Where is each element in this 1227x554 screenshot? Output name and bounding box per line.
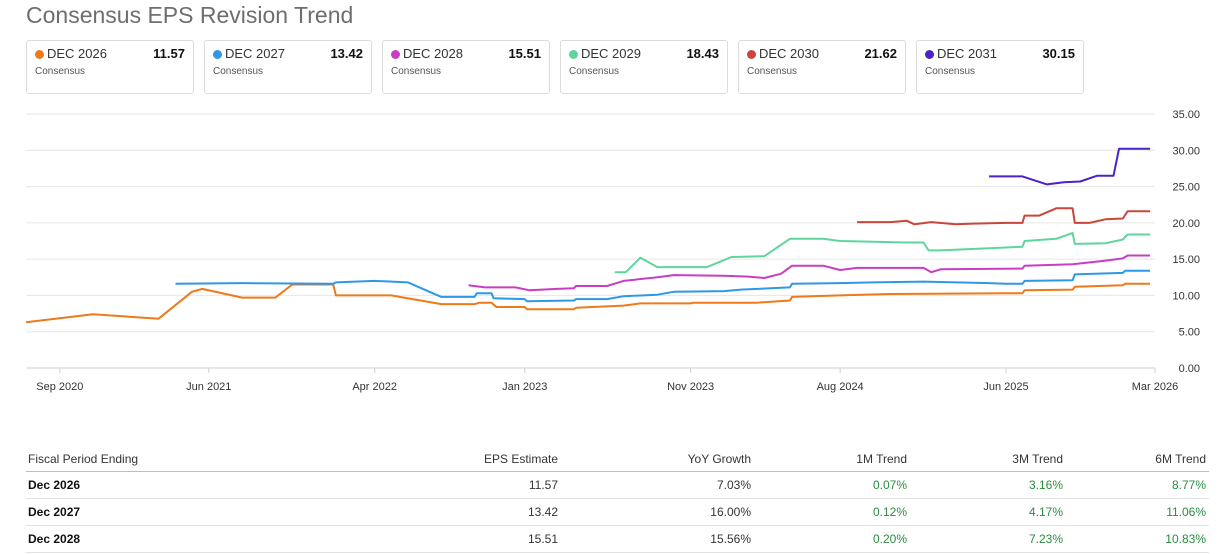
chart-title: Consensus EPS Revision Trend [26, 2, 354, 28]
series-line-dec-2027[interactable] [175, 269, 1151, 303]
fiscal-period-cell: Dec 2028 [28, 532, 81, 546]
trend-6m-cell: 11.06% [1166, 505, 1206, 519]
series-dot-icon [925, 50, 934, 59]
table-row: Dec 2026 11.57 7.03% 0.07% 3.16% 8.77% [26, 472, 1209, 499]
header-fiscal-period[interactable]: Fiscal Period Ending [28, 452, 139, 466]
yoy-growth-cell: 7.03% [716, 478, 751, 492]
legend-card-label: DEC 2030 [759, 46, 819, 61]
eps-estimate-cell: 13.42 [527, 505, 558, 519]
series-line-dec-2030[interactable] [857, 207, 1151, 226]
legend-card-value: 18.43 [686, 46, 719, 61]
x-tick-label: Apr 2022 [352, 381, 397, 393]
series-dot-icon [391, 50, 400, 59]
table-row: Dec 2027 13.42 16.00% 0.12% 4.17% 11.06% [26, 499, 1209, 526]
yoy-growth-cell: 16.00% [710, 505, 751, 519]
y-tick-label: 30.00 [1172, 145, 1200, 157]
legend-card-value: 21.62 [864, 46, 897, 61]
legend-card-dec-2027[interactable]: DEC 2027 13.42 Consensus [204, 40, 372, 94]
series-dot-icon [35, 50, 44, 59]
legend-card-sub: Consensus [35, 66, 86, 77]
legend-card-dec-2029[interactable]: DEC 2029 18.43 Consensus [560, 40, 728, 94]
series-line-dec-2029[interactable] [614, 232, 1151, 274]
legend-card-label: DEC 2028 [403, 46, 463, 61]
series-line-dec-2031[interactable] [989, 147, 1151, 186]
fiscal-period-cell: Dec 2026 [28, 478, 81, 492]
legend-card-label: DEC 2031 [937, 46, 997, 61]
trend-6m-cell: 10.83% [1165, 532, 1206, 546]
y-tick-label: 15.00 [1172, 254, 1200, 266]
y-tick-label: 20.00 [1172, 218, 1200, 230]
header-yoy-growth[interactable]: YoY Growth [687, 452, 751, 466]
series-line-dec-2028[interactable] [468, 254, 1151, 292]
legend-card-dec-2030[interactable]: DEC 2030 21.62 Consensus [738, 40, 906, 94]
table-header-row: Fiscal Period Ending EPS Estimate YoY Gr… [26, 446, 1209, 472]
trend-3m-cell: 4.17% [1028, 505, 1063, 519]
legend-card-label: DEC 2029 [581, 46, 641, 61]
series-dot-icon [747, 50, 756, 59]
trend-6m-cell: 8.77% [1171, 478, 1206, 492]
legend-card-sub: Consensus [925, 66, 976, 77]
legend-card-sub: Consensus [747, 66, 798, 77]
legend-card-label: DEC 2026 [47, 46, 107, 61]
eps-estimate-cell: 11.57 [528, 478, 558, 492]
series-dot-icon [569, 50, 578, 59]
trend-3m-cell: 7.23% [1028, 532, 1063, 546]
x-tick-label: Aug 2024 [817, 381, 864, 393]
legend-card-dec-2026[interactable]: DEC 2026 11.57 Consensus [26, 40, 194, 94]
series-line-dec-2026[interactable] [25, 282, 1151, 324]
y-tick-label: 10.00 [1172, 290, 1200, 302]
trend-1m-cell: 0.07% [872, 478, 907, 492]
legend-card-dec-2028[interactable]: DEC 2028 15.51 Consensus [382, 40, 550, 94]
header-1m-trend[interactable]: 1M Trend [856, 452, 907, 466]
trend-1m-cell: 0.20% [872, 532, 907, 546]
trend-1m-cell: 0.12% [872, 505, 907, 519]
legend-card-sub: Consensus [213, 66, 264, 77]
eps-estimate-cell: 15.51 [527, 532, 558, 546]
header-6m-trend[interactable]: 6M Trend [1155, 452, 1206, 466]
header-3m-trend[interactable]: 3M Trend [1012, 452, 1063, 466]
series-dot-icon [213, 50, 222, 59]
y-tick-label: 25.00 [1172, 182, 1200, 194]
x-tick-label: Sep 2020 [36, 381, 83, 393]
y-tick-label: 0.00 [1179, 363, 1200, 375]
eps-table: Fiscal Period Ending EPS Estimate YoY Gr… [26, 446, 1209, 553]
trend-3m-cell: 3.16% [1028, 478, 1063, 492]
table-row: Dec 2028 15.51 15.56% 0.20% 7.23% 10.83% [26, 526, 1209, 553]
legend-card-label: DEC 2027 [225, 46, 285, 61]
x-tick-label: Jun 2025 [983, 381, 1028, 393]
legend-card-value: 13.42 [330, 46, 363, 61]
x-tick-label: Mar 2026 [1132, 381, 1178, 393]
x-tick-label: Jan 2023 [502, 381, 547, 393]
legend-card-sub: Consensus [569, 66, 620, 77]
yoy-growth-cell: 15.56% [710, 532, 751, 546]
legend-card-sub: Consensus [391, 66, 442, 77]
legend-card-value: 30.15 [1042, 46, 1075, 61]
legend-card-dec-2031[interactable]: DEC 2031 30.15 Consensus [916, 40, 1084, 94]
y-tick-label: 5.00 [1179, 327, 1200, 339]
x-tick-label: Nov 2023 [667, 381, 714, 393]
header-eps-estimate[interactable]: EPS Estimate [483, 452, 558, 466]
x-tick-label: Jun 2021 [186, 381, 231, 393]
fiscal-period-cell: Dec 2027 [28, 505, 81, 519]
y-tick-label: 35.00 [1172, 109, 1200, 121]
legend-card-value: 15.51 [508, 46, 541, 61]
eps-line-chart: 0.00 5.00 10.00 15.00 20.00 25.00 30.00 35.00 Se… [25, 109, 1200, 393]
legend-card-value: 11.57 [153, 46, 185, 61]
